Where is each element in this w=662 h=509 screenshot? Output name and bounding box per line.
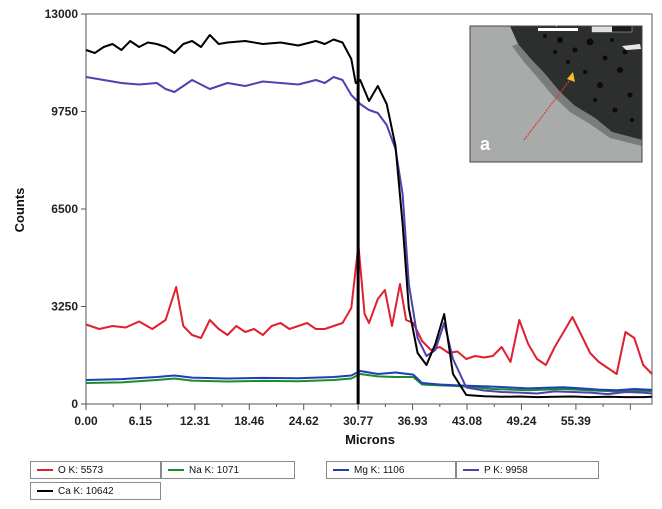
y-tick-label: 13000 <box>45 7 79 21</box>
x-tick-label: 49.24 <box>506 414 536 428</box>
legend-label: Na K: 1071 <box>189 464 240 476</box>
legend-item-2: Mg K: 1106 <box>326 461 456 479</box>
legend-label: Ca K: 10642 <box>58 485 114 497</box>
y-tick-label: 0 <box>71 397 78 411</box>
x-tick-label: 36.93 <box>398 414 428 428</box>
legend-item-3: P K: 9958 <box>456 461 599 479</box>
legend-label: O K: 5573 <box>58 464 104 476</box>
inset-panel-label: a <box>480 134 491 154</box>
series-line-1 <box>85 373 653 393</box>
x-tick-label: 18.46 <box>234 414 264 428</box>
y-axis-ticks: 0 3250 6500 9750 13000 <box>45 7 86 411</box>
y-axis-title: Counts <box>12 188 27 233</box>
inset-scale-bar-label: 25 µm <box>546 20 566 27</box>
x-axis-ticks: 0.00 6.15 12.31 18.46 24.62 30.77 36.93 43.08 49… <box>74 404 631 428</box>
series-line-4 <box>85 34 653 399</box>
legend-swatch <box>333 469 349 471</box>
legend-item-0: O K: 5573 <box>30 461 161 479</box>
x-tick-label: 55.39 <box>561 414 591 428</box>
x-tick-label: 0.00 <box>74 414 98 428</box>
series-lines <box>85 34 653 399</box>
legend-swatch <box>463 469 479 471</box>
legend-label: P K: 9958 <box>484 464 528 476</box>
x-tick-label: 6.15 <box>129 414 153 428</box>
series-line-2 <box>85 370 653 392</box>
x-tick-label: 43.08 <box>452 414 482 428</box>
eds-line-scan-chart: Counts Microns 0 3250 6500 9750 13000 0.00 6.… <box>12 7 653 447</box>
x-tick-label: 12.31 <box>180 414 210 428</box>
legend-label: Mg K: 1106 <box>354 464 405 476</box>
x-axis-title: Microns <box>345 432 395 447</box>
y-tick-label: 3250 <box>51 300 78 314</box>
legend-swatch <box>37 469 53 471</box>
y-tick-label: 6500 <box>51 202 78 216</box>
legend-item-1: Na K: 1071 <box>161 461 295 479</box>
y-tick-label: 9750 <box>51 105 78 119</box>
sem-inset-image: 25 µm a <box>469 20 643 163</box>
x-tick-label: 30.77 <box>343 414 373 428</box>
series-line-3 <box>85 76 653 396</box>
x-tick-label: 24.62 <box>289 414 319 428</box>
legend-swatch <box>168 469 184 471</box>
legend-item-4: Ca K: 10642 <box>30 482 161 500</box>
chart-legend: O K: 5573 Na K: 1071 Mg K: 1106 P K: 9958 Ca… <box>30 461 610 505</box>
series-line-0 <box>85 244 653 375</box>
legend-swatch <box>37 490 53 492</box>
